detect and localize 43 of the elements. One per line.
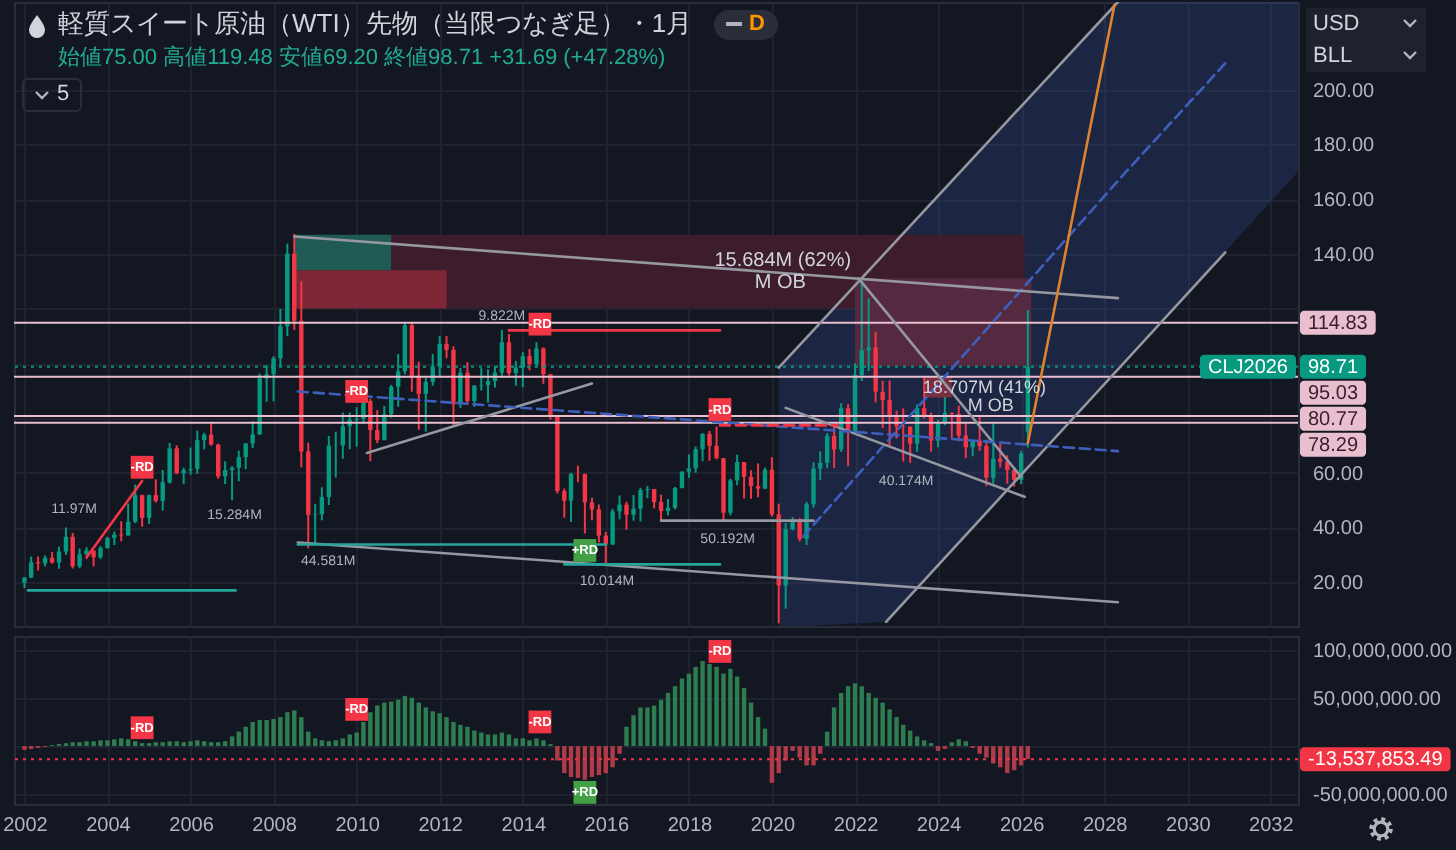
ref-line-label: 98.71 xyxy=(1308,356,1359,379)
ref-line-label: 80.77 xyxy=(1308,408,1359,431)
x-tick-label: 2024 xyxy=(916,815,963,837)
y-tick-label: 60.00 xyxy=(1313,463,1364,486)
x-tick-label: 2002 xyxy=(3,815,49,837)
annotation: D xyxy=(749,11,765,37)
ref-line-label: -13,537,853.49 xyxy=(1308,749,1444,772)
x-tick-label: 2022 xyxy=(833,815,880,837)
x-tick-label: 2016 xyxy=(584,815,630,837)
y-tick-label: 100,000,000.00 xyxy=(1313,640,1453,663)
dropdown: BLL xyxy=(1305,39,1425,71)
text: 始値75.00 高値119.48 安値69.20 終値98.71 +31.69 (+47.28%) xyxy=(58,44,666,70)
x-tick-label: 2004 xyxy=(86,815,132,837)
y-tick-label: 140.00 xyxy=(1313,244,1376,267)
ref-line-label: 114.83 xyxy=(1308,312,1369,335)
annotation: 15.684M (62%) xyxy=(714,249,852,272)
annotation: 5 xyxy=(57,81,70,107)
x-tick-label: 2012 xyxy=(418,815,464,837)
text: CLJ2026 xyxy=(1207,356,1289,379)
y-tick-label: 20.00 xyxy=(1313,573,1364,596)
x-tick-label: 2032 xyxy=(1249,815,1295,837)
x-tick-label: 2010 xyxy=(335,815,381,837)
x-tick-label: 2026 xyxy=(999,815,1046,837)
button: 5 xyxy=(21,77,82,111)
x-tick-label: 2008 xyxy=(252,815,298,837)
legend-label: 78.29 xyxy=(1308,434,1359,457)
y-tick-label: 160.00 xyxy=(1313,190,1376,213)
chart-title: 軽質スイート原油（WTI）先物（当限つなぎ足）・1月 xyxy=(58,8,693,38)
annotation: M OB xyxy=(754,271,806,294)
y-tick-label: -50,000,000.00 xyxy=(1313,785,1449,808)
y-tick-label: 40.00 xyxy=(1313,518,1364,541)
annotation: M OB xyxy=(967,395,1014,416)
ref-line-label: 95.03 xyxy=(1308,382,1359,405)
dropdown: USD xyxy=(1305,7,1425,39)
x-tick-label: 2006 xyxy=(169,815,215,837)
x-tick-label: 2030 xyxy=(1166,815,1212,837)
x-tick-label: 2014 xyxy=(501,815,547,837)
x-tick-label: 2020 xyxy=(750,815,797,837)
y-tick-label: 50,000,000.00 xyxy=(1313,688,1442,711)
y-tick-label: 180.00 xyxy=(1313,135,1376,158)
x-tick-label: 2018 xyxy=(667,815,714,837)
y-tick-label: 200.00 xyxy=(1313,80,1376,103)
x-tick-label: 2028 xyxy=(1082,815,1129,837)
